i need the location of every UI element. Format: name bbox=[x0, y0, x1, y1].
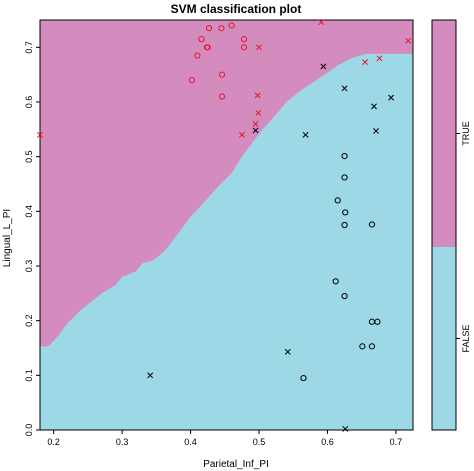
y-tick-label: 0.5 bbox=[24, 150, 34, 163]
y-axis-label: Lingual_L_PI bbox=[2, 209, 13, 267]
point-false-circle bbox=[332, 278, 339, 285]
cross-stroke bbox=[342, 425, 349, 432]
point-false-cross bbox=[147, 372, 154, 379]
y-tick-label: 0.7 bbox=[24, 41, 34, 54]
x-axis: 0.2 0.3 0.4 0.5 0.6 0.7 bbox=[47, 430, 402, 447]
point-true-cross bbox=[318, 19, 325, 26]
point-false-circle bbox=[359, 343, 366, 350]
point-false-cross bbox=[302, 131, 309, 138]
x-tick-label: 0.2 bbox=[47, 437, 60, 447]
cross-stroke bbox=[255, 109, 262, 116]
point-false-cross bbox=[388, 94, 395, 101]
point-false-circle bbox=[341, 174, 348, 181]
point-true-circle bbox=[204, 44, 211, 51]
point-false-circle bbox=[300, 374, 307, 382]
cross-stroke bbox=[252, 127, 259, 134]
legend-color-bar: TRUE FALSE bbox=[431, 19, 471, 431]
cross-stroke bbox=[254, 92, 261, 99]
cross-stroke bbox=[284, 348, 291, 355]
data-points bbox=[37, 19, 412, 432]
cross-stroke bbox=[373, 128, 379, 134]
legend-false-swatch bbox=[432, 247, 456, 430]
legend-label-true: TRUE bbox=[461, 121, 471, 146]
y-tick-label: 0.0 bbox=[24, 424, 34, 437]
legend-label-false: FALSE bbox=[461, 324, 471, 352]
cross-stroke bbox=[302, 131, 309, 138]
point-true-circle bbox=[194, 52, 201, 59]
point-true-circle bbox=[188, 77, 196, 84]
point-true-cross bbox=[252, 120, 259, 127]
point-true-circle bbox=[228, 22, 235, 29]
point-true-cross bbox=[362, 59, 369, 66]
point-false-circle bbox=[341, 292, 348, 300]
point-true-circle bbox=[205, 25, 213, 32]
x-tick-label: 0.3 bbox=[116, 437, 129, 447]
true-region-corner bbox=[327, 20, 413, 48]
point-true-cross bbox=[376, 55, 383, 62]
x-tick-label: 0.5 bbox=[253, 437, 266, 447]
cross-stroke bbox=[376, 55, 383, 62]
cross-stroke bbox=[37, 131, 43, 138]
plot-frame bbox=[39, 19, 414, 431]
point-true-circle bbox=[240, 44, 248, 51]
x-axis-label: Parietal_Inf_PI bbox=[203, 459, 269, 470]
point-false-circle bbox=[368, 343, 376, 350]
cross-stroke bbox=[318, 19, 325, 26]
point-true-cross bbox=[256, 44, 262, 51]
cross-stroke bbox=[252, 120, 259, 127]
point-true-circle bbox=[218, 93, 226, 100]
point-true-circle bbox=[218, 25, 225, 32]
cross-stroke bbox=[371, 103, 377, 110]
point-false-circle bbox=[341, 221, 348, 229]
point-false-cross bbox=[284, 348, 291, 355]
point-true-cross bbox=[254, 92, 261, 99]
y-tick-label: 0.4 bbox=[24, 205, 34, 218]
point-true-circle bbox=[218, 71, 226, 78]
y-tick-label: 0.1 bbox=[24, 369, 34, 382]
cross-stroke bbox=[238, 131, 245, 138]
cross-stroke bbox=[405, 37, 412, 44]
cross-stroke bbox=[388, 94, 395, 101]
y-axis: 0.0 0.1 0.2 0.3 0.4 0.5 0.6 0.7 bbox=[24, 41, 40, 436]
cross-stroke bbox=[362, 59, 369, 66]
y-tick-label: 0.6 bbox=[24, 96, 34, 109]
false-region bbox=[40, 53, 413, 430]
legend-frame bbox=[431, 19, 457, 431]
point-false-cross bbox=[373, 128, 379, 134]
cross-stroke bbox=[320, 63, 327, 70]
point-true-cross bbox=[255, 109, 262, 116]
point-false-cross bbox=[341, 85, 348, 92]
point-true-cross bbox=[405, 37, 412, 44]
point-false-cross bbox=[320, 63, 327, 70]
point-false-circle bbox=[334, 197, 341, 204]
x-tick-label: 0.7 bbox=[390, 437, 403, 447]
point-true-circle bbox=[198, 36, 205, 43]
x-tick-label: 0.4 bbox=[184, 437, 197, 447]
cross-stroke bbox=[341, 85, 348, 92]
plot-area bbox=[39, 19, 414, 431]
y-tick-label: 0.2 bbox=[24, 314, 34, 327]
point-false-circle bbox=[374, 318, 381, 325]
point-false-cross bbox=[371, 103, 377, 110]
x-tick-label: 0.6 bbox=[321, 437, 334, 447]
point-false-cross bbox=[252, 127, 259, 134]
chart-title: SVM classification plot bbox=[171, 2, 302, 16]
legend-true-swatch bbox=[432, 20, 456, 247]
point-true-cross bbox=[238, 131, 245, 138]
point-false-circle bbox=[368, 221, 376, 228]
cross-stroke bbox=[256, 44, 262, 51]
point-false-circle bbox=[342, 209, 349, 216]
cross-stroke bbox=[147, 372, 154, 379]
point-true-cross bbox=[37, 131, 43, 138]
point-false-circle bbox=[341, 153, 348, 160]
point-true-circle bbox=[240, 36, 248, 43]
point-false-cross bbox=[342, 425, 349, 432]
y-tick-label: 0.3 bbox=[24, 260, 34, 273]
